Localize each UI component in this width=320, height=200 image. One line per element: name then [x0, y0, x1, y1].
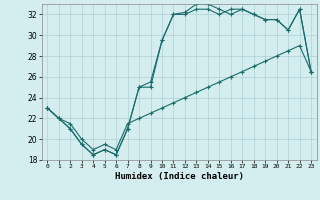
X-axis label: Humidex (Indice chaleur): Humidex (Indice chaleur) [115, 172, 244, 181]
